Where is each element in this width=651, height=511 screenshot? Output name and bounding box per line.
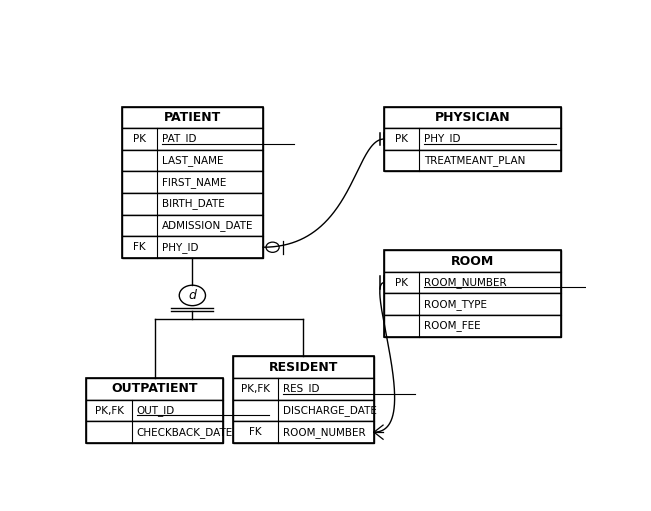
Text: ROOM_FEE: ROOM_FEE <box>424 320 481 331</box>
Bar <box>122 193 263 215</box>
Bar <box>122 128 263 150</box>
Bar <box>233 422 374 443</box>
Bar <box>87 378 223 400</box>
Text: ROOM: ROOM <box>450 254 494 267</box>
Text: OUTPATIENT: OUTPATIENT <box>111 382 198 396</box>
Bar <box>122 107 263 128</box>
Bar <box>384 150 561 172</box>
Bar <box>122 215 263 237</box>
Bar <box>233 400 374 422</box>
Text: TREATMEANT_PLAN: TREATMEANT_PLAN <box>424 155 526 166</box>
Text: PATIENT: PATIENT <box>164 111 221 124</box>
Bar <box>233 378 374 400</box>
Bar <box>233 357 374 378</box>
Bar <box>384 293 561 315</box>
Text: PHYSICIAN: PHYSICIAN <box>435 111 510 124</box>
Text: PHY_ID: PHY_ID <box>162 242 199 252</box>
Text: CHECKBACK_DATE: CHECKBACK_DATE <box>137 427 233 437</box>
Text: PK,FK: PK,FK <box>241 384 270 394</box>
Text: FIRST_NAME: FIRST_NAME <box>162 177 227 188</box>
Text: PK: PK <box>395 277 408 288</box>
Text: LAST_NAME: LAST_NAME <box>162 155 223 166</box>
Text: RES_ID: RES_ID <box>283 383 320 394</box>
Text: d: d <box>188 289 197 302</box>
Text: PHY_ID: PHY_ID <box>424 133 461 145</box>
Bar <box>233 357 374 443</box>
Bar <box>384 250 561 337</box>
Text: PK: PK <box>133 134 146 144</box>
Bar <box>87 378 223 443</box>
Text: PK,FK: PK,FK <box>94 406 124 415</box>
Text: PAT_ID: PAT_ID <box>162 133 197 145</box>
Text: DISCHARGE_DATE: DISCHARGE_DATE <box>283 405 377 416</box>
Text: ROOM_TYPE: ROOM_TYPE <box>424 299 488 310</box>
Bar <box>122 150 263 172</box>
Bar <box>122 172 263 193</box>
Text: ADMISSION_DATE: ADMISSION_DATE <box>162 220 254 231</box>
Bar <box>87 400 223 422</box>
Bar <box>122 237 263 258</box>
Text: BIRTH_DATE: BIRTH_DATE <box>162 198 225 210</box>
Bar <box>384 107 561 172</box>
Text: FK: FK <box>249 427 262 437</box>
Text: ROOM_NUMBER: ROOM_NUMBER <box>283 427 366 437</box>
Text: FK: FK <box>133 242 146 252</box>
Text: OUT_ID: OUT_ID <box>137 405 175 416</box>
Bar <box>384 315 561 337</box>
Text: ROOM_NUMBER: ROOM_NUMBER <box>424 277 507 288</box>
Bar <box>384 107 561 128</box>
Bar <box>384 128 561 150</box>
Text: PK: PK <box>395 134 408 144</box>
Bar <box>87 422 223 443</box>
Text: RESIDENT: RESIDENT <box>269 361 338 374</box>
Bar <box>384 272 561 293</box>
Bar <box>384 250 561 272</box>
Bar <box>122 107 263 258</box>
